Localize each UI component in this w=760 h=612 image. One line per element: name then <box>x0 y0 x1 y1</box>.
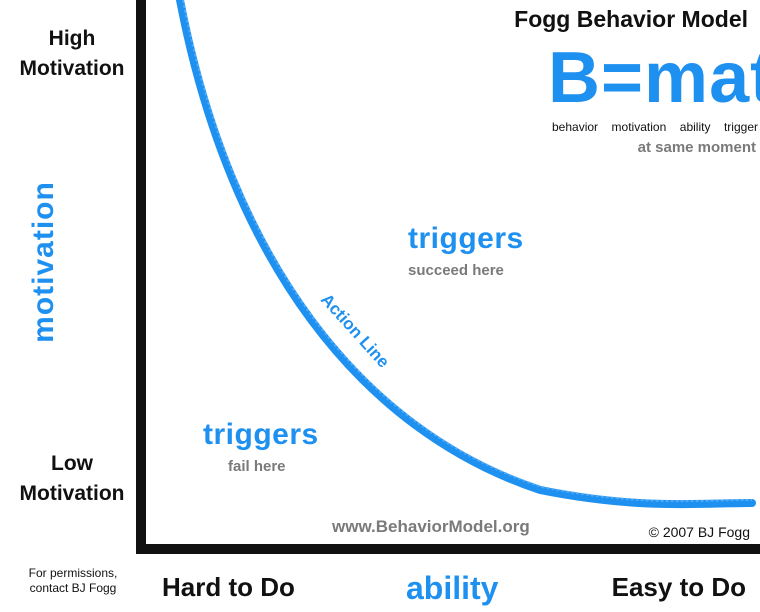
website-link[interactable]: www.BehaviorModel.org <box>332 517 530 536</box>
formula-label-behavior: behavior <box>552 120 599 134</box>
low-motivation-line-1: Low <box>51 452 93 475</box>
action-line-curve <box>176 0 756 509</box>
diagram-title: Fogg Behavior Model <box>514 6 748 32</box>
succeed-zone-title: triggers <box>408 222 524 255</box>
permissions-note: For permissions, contact BJ Fogg <box>8 566 138 596</box>
action-line-curve-edge <box>182 0 753 503</box>
x-axis-title: ability <box>406 570 499 606</box>
x-axis-left-label: Hard to Do <box>162 572 295 602</box>
permissions-line-1: For permissions, <box>28 566 118 580</box>
low-motivation-label: Low Motivation <box>16 449 128 509</box>
y-axis-title: motivation <box>27 181 60 343</box>
fail-zone-subtitle: fail here <box>228 458 286 475</box>
high-motivation-line-2: Motivation <box>19 57 125 80</box>
formula-note: at same moment <box>637 139 756 156</box>
high-motivation-label: High Motivation <box>16 24 128 84</box>
formula-labels: behavior motivation ability trigger <box>552 120 758 134</box>
action-line-label: Action Line <box>317 290 393 372</box>
x-axis-right-label: Easy to Do <box>611 572 746 602</box>
formula-text: B=mat <box>548 38 760 118</box>
high-motivation-line-1: High <box>48 27 96 50</box>
formula-label-trigger: trigger <box>723 120 758 134</box>
permissions-line-2: contact BJ Fogg <box>29 581 117 595</box>
formula-label-motivation: motivation <box>611 120 667 134</box>
low-motivation-line-2: Motivation <box>19 482 125 505</box>
formula-label-ability: ability <box>679 120 711 134</box>
copyright-notice: © 2007 BJ Fogg <box>648 524 750 540</box>
succeed-zone-subtitle: succeed here <box>408 262 504 279</box>
fail-zone-title: triggers <box>203 418 319 451</box>
